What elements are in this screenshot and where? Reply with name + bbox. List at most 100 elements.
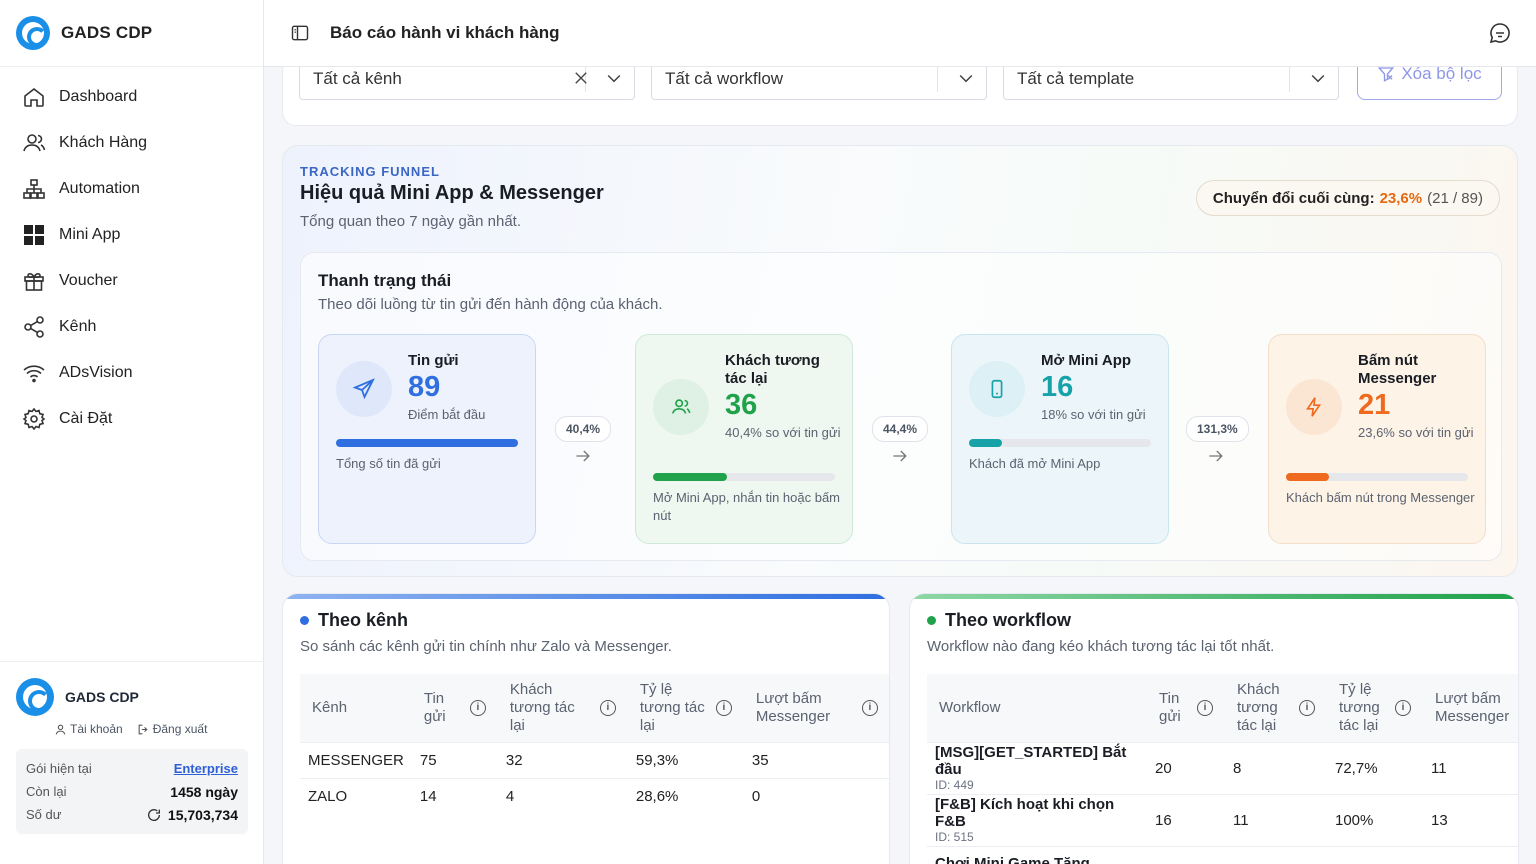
stage-footer: Khách bấm nút trong Messenger [1286,490,1475,505]
column-header[interactable]: Lượt bấm Messenger [1423,674,1518,742]
remaining-value: 1458 ngày [170,783,238,800]
sidebar-item-label: Kênh [59,318,97,335]
column-header[interactable]: Workflow [927,674,1147,742]
sidebar-item-label: Automation [59,180,140,197]
info-icon[interactable]: i [1197,699,1213,716]
stage-footer: Khách đã mở Mini App [969,456,1101,471]
info-icon[interactable]: i [715,699,732,716]
table-cell: 4 [497,777,628,814]
funnel-arrow: 131,3% [1186,416,1249,466]
sidebar-item-voucher[interactable]: Voucher [0,258,263,304]
stage-note: Điểm bắt đầu [408,407,486,422]
sidebar-item-label: Voucher [59,272,118,289]
table-row[interactable]: ZALO 14 4 28,6% 0 [300,777,889,814]
chevron-down-icon[interactable] [956,68,976,88]
sidebar-item-mini-app[interactable]: Mini App [0,212,263,258]
table-cell: 28,6% [627,777,744,814]
funnel-stage-sent: Tin gửi 89 Điểm bắt đầu Tổng số tin đã g… [318,334,536,544]
column-header[interactable]: Tỷ lệ tương tác lại i [1327,674,1423,742]
workflow-name[interactable]: Chơi Mini Game Tặng Voucher [935,854,1090,864]
info-icon[interactable]: i [469,699,486,716]
send-icon [336,361,392,417]
funnel-stage-mini-app: Mở Mini App 16 18% so với tin gửi Khách … [951,334,1169,544]
stage-note: 23,6% so với tin gửi [1358,425,1474,440]
workflow-name[interactable]: [MSG][GET_STARTED] Bắt đầu [935,744,1127,778]
table-row[interactable]: [MSG][GET_STARTED] Bắt đầu ID: 449 20 8 7… [927,741,1518,794]
sidebar: GADS CDP Dashboard Khách Hàng Automation… [0,0,264,864]
account-link[interactable]: Tài khoản [54,722,123,736]
funnel-stage-messenger-click: Bấm nút Messenger 21 23,6% so với tin gử… [1268,334,1486,544]
funnel-stage-engaged: Khách tương tác lại 36 40,4% so với tin … [635,334,853,544]
stage-label: Tin gửi [408,352,459,369]
sidebar-item-dashboard[interactable]: Dashboard [0,74,263,120]
tracking-funnel-card: TRACKING FUNNEL Hiệu quả Mini App & Mess… [282,145,1518,577]
workflow-name[interactable]: [F&B] Kích hoạt khi chọn F&B [935,796,1115,830]
channel-dot-icon [300,616,309,625]
stage-progress-fill [336,439,518,447]
clear-icon[interactable] [572,69,590,87]
info-icon[interactable]: i [599,699,616,716]
channel-filter-value: Tất cả kênh [313,69,402,88]
table-cell: 20 [1147,741,1225,794]
stage-progress-bar [336,439,518,447]
sidebar-item-channels[interactable]: Kênh [0,304,263,350]
page-title: Báo cáo hành vi khách hàng [330,23,560,42]
column-header[interactable]: Tin gửi i [411,674,498,742]
channel-filter[interactable]: Tất cả kênh [299,67,635,100]
share-icon [24,316,44,338]
workflow-id: ID: 515 [935,830,974,844]
main-content: Tất cả kênh Tất cả workflow Tất cả templ… [264,67,1536,864]
chat-icon[interactable] [1488,21,1512,45]
template-filter-value: Tất cả template [1017,69,1135,88]
sidebar-nav: Dashboard Khách Hàng Automation Mini App… [0,67,263,442]
plan-label: Gói hiện tại [26,761,92,776]
column-header[interactable]: Kênh [300,674,412,742]
arrow-right-icon [1209,450,1223,462]
sidebar-item-customers[interactable]: Khách Hàng [0,120,263,166]
brand[interactable]: GADS CDP [0,0,263,67]
sidebar-item-automation[interactable]: Automation [0,166,263,212]
sidebar-toggle-icon[interactable] [290,23,310,43]
logout-link-label: Đăng xuất [152,722,208,736]
column-header[interactable]: Khách tương tác lại i [497,674,628,742]
table-row[interactable]: Chơi Mini Game Tặng Voucher [927,845,1518,864]
funnel-arrow: 40,4% [553,416,613,466]
logout-link[interactable]: Đăng xuất [137,722,208,736]
info-icon[interactable]: i [861,699,878,716]
column-header[interactable]: Khách tương tác lại i [1225,674,1327,742]
column-header[interactable]: Lượt bấm Messenger i [743,674,889,742]
column-header[interactable]: Tin gửi i [1147,674,1225,742]
plan-link[interactable]: Enterprise [173,761,238,776]
column-header[interactable]: Tỷ lệ tương tác lại i [627,674,744,742]
balance-label: Số dư [26,807,62,822]
sidebar-item-settings[interactable]: Cài Đặt [0,396,263,442]
sidebar-item-label: Mini App [59,226,121,243]
stage-progress-fill [1286,473,1329,481]
table-row[interactable]: [F&B] Kích hoạt khi chọn F&B ID: 515 16 1… [927,793,1518,846]
chevron-down-icon[interactable] [604,68,624,88]
template-filter[interactable]: Tất cả template [1003,67,1339,100]
final-conversion-badge: Chuyển đổi cuối cùng: 23,6% (21 / 89) [1195,180,1500,216]
grid-icon [24,225,44,245]
phone-icon [969,361,1025,417]
status-subtitle: Theo dõi luồng từ tin gửi đến hành động … [318,296,663,313]
table-cell: 11 [1423,741,1518,794]
workflow-panel-title-text: Theo workflow [945,610,1071,630]
table-cell: 13 [1423,793,1518,846]
clear-filters-button[interactable]: Xóa bộ lọc [1357,67,1502,100]
info-icon[interactable]: i [1299,699,1315,716]
workflow-table: Workflow Tin gửi i Khách tương tác lại i T… [927,674,1518,864]
sidebar-item-label: Cài Đặt [59,410,113,427]
arrow-right-icon [893,450,907,462]
table-cell [1225,845,1327,864]
chevron-down-icon[interactable] [1308,68,1328,88]
info-icon[interactable]: i [1395,699,1411,716]
refresh-icon[interactable] [146,807,162,823]
clear-filters-label: Xóa bộ lọc [1401,67,1482,83]
table-row[interactable]: MESSENGER 75 32 59,3% 35 [300,741,889,778]
arrow-percent: 44,4% [871,416,929,442]
plan-box: Gói hiện tại Enterprise Còn lại 1458 ngà… [16,749,248,834]
sidebar-item-adsvision[interactable]: ADsVision [0,350,263,396]
workflow-filter[interactable]: Tất cả workflow [651,67,987,100]
stage-progress-bar [653,473,835,481]
